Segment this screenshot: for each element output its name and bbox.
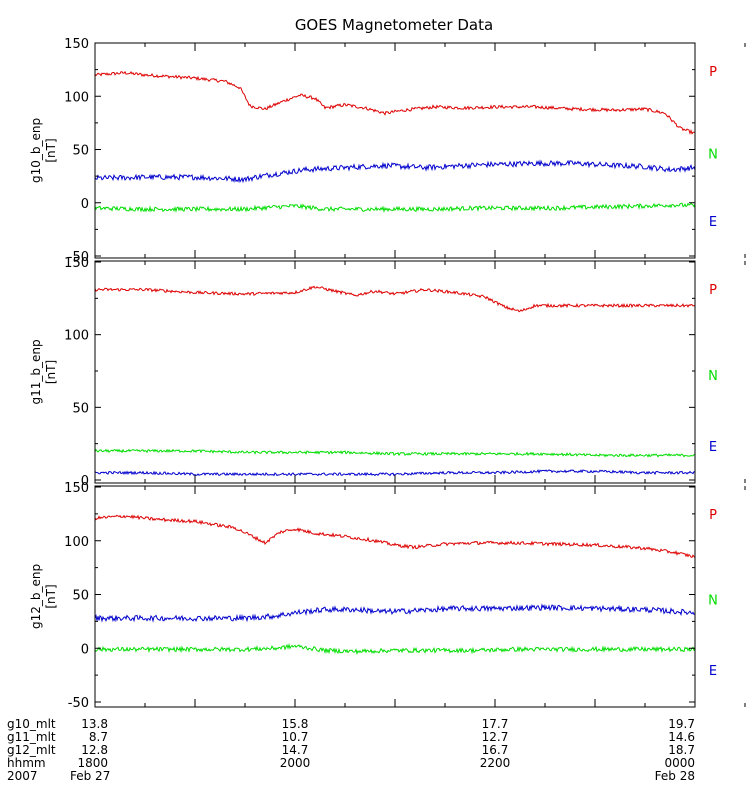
series-N-line-panel-3 [95, 643, 695, 656]
legend-e-panel-3: E [709, 664, 717, 679]
y-tick-label: 50 [72, 589, 89, 604]
series-N-line-panel-1 [95, 202, 695, 214]
y-tick-label: -50 [68, 696, 89, 711]
panel-3-yunit: [nT] [44, 584, 58, 608]
footer-value: 2000 [280, 756, 311, 770]
y-tick-label: 50 [72, 144, 89, 159]
footer-value: 16.7 [482, 743, 509, 757]
footer-value: 1800 [77, 756, 108, 770]
footer-row-label: g11_mlt [7, 730, 56, 744]
series-E-line-panel-3 [95, 603, 695, 623]
footer-value: 14.7 [282, 743, 309, 757]
footer-value: 18.7 [668, 743, 695, 757]
footer-value: 15.8 [282, 717, 309, 731]
footer-row-label: g10_mlt [7, 717, 56, 731]
footer-value: 13.8 [81, 717, 108, 731]
legend-p-panel-2: P [709, 283, 717, 298]
series-E-line-panel-2 [95, 469, 695, 477]
panel-3-ylabel: g12_b_enp [29, 564, 43, 629]
y-tick-label: 150 [64, 37, 89, 52]
panel-3: -50 0 50 100 150 g12_b_enp [nT] P N E [29, 481, 746, 711]
panel-2-ylabel: g11_b_enp [29, 339, 43, 404]
legend-e-panel-1: E [709, 215, 717, 230]
series-N-line-panel-2 [95, 448, 695, 458]
legend-p-panel-3: P [709, 508, 717, 523]
footer-value: 2200 [480, 756, 511, 770]
y-tick-label: 0 [81, 642, 89, 657]
y-tick-label: 100 [64, 535, 89, 550]
panel-2-yunit: [nT] [44, 360, 58, 384]
footer-value: 10.7 [282, 730, 309, 744]
legend-n-panel-2: N [708, 369, 718, 384]
y-tick-label: 0 [81, 474, 89, 489]
footer-value: Feb 27 [70, 769, 110, 783]
panel-1-ylabel: g10_b_enp [29, 118, 43, 183]
series-P-line-panel-3 [95, 514, 695, 559]
y-tick-label: 50 [72, 401, 89, 416]
y-tick-label: 0 [81, 197, 89, 212]
legend-e-panel-2: E [709, 440, 717, 455]
y-tick-label: 150 [64, 481, 89, 496]
panel-1: -50 0 50 100 150 g10_b_enp [nT] P N E [29, 37, 746, 265]
footer-value: 8.7 [89, 730, 108, 744]
panel-3-series [95, 514, 695, 656]
footer-value: 12.7 [482, 730, 509, 744]
y-tick-label: -50 [68, 250, 89, 265]
chart-title: GOES Magnetometer Data [295, 16, 493, 34]
footer-row-label: hhmm [7, 756, 46, 770]
footer-value: 0000 [664, 756, 695, 770]
legend-n-panel-1: N [708, 148, 718, 163]
legend-p-panel-1: P [709, 65, 717, 80]
panel-1-frame [94, 42, 696, 259]
y-tick-label: 100 [64, 90, 89, 105]
footer-value: 14.6 [668, 730, 695, 744]
footer-row-label: 2007 [7, 769, 38, 783]
legend-n-panel-3: N [708, 594, 718, 609]
panel-1-yunit: [nT] [44, 138, 58, 162]
footer-value: 12.8 [81, 743, 108, 757]
panel-3-frame [94, 485, 696, 708]
y-tick-label: 100 [64, 329, 89, 344]
panel-2: 0 50 100 150 g11_b_enp [nT] P N E [29, 256, 746, 489]
footer-value: 19.7 [668, 717, 695, 731]
panel-2-series [95, 285, 695, 477]
series-P-line-panel-2 [95, 285, 695, 313]
series-E-line-panel-1 [95, 159, 695, 184]
footer-value: Feb 28 [655, 769, 695, 783]
footer-value: 17.7 [482, 717, 509, 731]
panel-1-series [95, 70, 695, 214]
series-P-line-panel-1 [95, 70, 695, 135]
y-tick-label: 150 [64, 256, 89, 271]
footer-row-label: g12_mlt [7, 743, 56, 757]
